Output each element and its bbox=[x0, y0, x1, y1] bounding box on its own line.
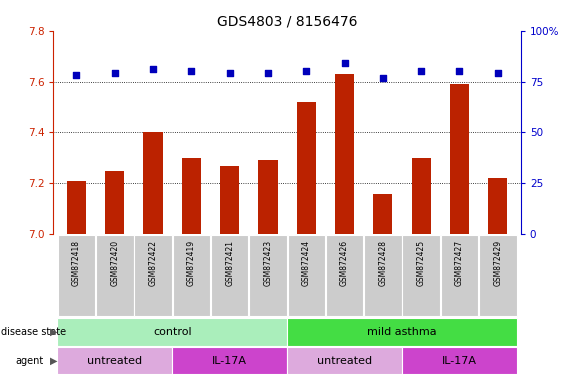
Text: untreated: untreated bbox=[317, 356, 372, 366]
Bar bbox=[450, 84, 469, 234]
Point bbox=[455, 68, 464, 74]
Point bbox=[378, 74, 387, 81]
Bar bbox=[335, 74, 354, 234]
Bar bbox=[173, 235, 210, 316]
Text: control: control bbox=[153, 327, 191, 337]
Bar bbox=[403, 235, 440, 316]
Bar bbox=[287, 347, 402, 374]
Point bbox=[417, 68, 426, 74]
Text: GSM872428: GSM872428 bbox=[378, 240, 387, 286]
Text: GSM872429: GSM872429 bbox=[493, 240, 502, 286]
Bar bbox=[288, 235, 325, 316]
Text: mild asthma: mild asthma bbox=[367, 327, 437, 337]
Text: IL-17A: IL-17A bbox=[442, 356, 477, 366]
Bar bbox=[144, 132, 163, 234]
Point bbox=[340, 60, 349, 66]
Bar bbox=[135, 235, 172, 316]
Bar bbox=[287, 318, 517, 346]
Point bbox=[263, 70, 272, 76]
Text: ▶: ▶ bbox=[50, 327, 57, 337]
Point bbox=[225, 70, 234, 76]
Bar bbox=[364, 235, 401, 316]
Bar bbox=[172, 347, 287, 374]
Text: GSM872424: GSM872424 bbox=[302, 240, 311, 286]
Bar bbox=[182, 158, 201, 234]
Bar bbox=[402, 347, 517, 374]
Bar bbox=[373, 194, 392, 234]
Text: GSM872419: GSM872419 bbox=[187, 240, 196, 286]
Text: GSM872421: GSM872421 bbox=[225, 240, 234, 286]
Text: GSM872423: GSM872423 bbox=[263, 240, 272, 286]
Point bbox=[187, 68, 196, 74]
Text: GSM872422: GSM872422 bbox=[149, 240, 158, 286]
Bar bbox=[412, 158, 431, 234]
Point bbox=[302, 68, 311, 74]
Bar bbox=[249, 235, 287, 316]
Text: IL-17A: IL-17A bbox=[212, 356, 247, 366]
Bar bbox=[57, 318, 287, 346]
Bar bbox=[96, 235, 133, 316]
Text: GSM872418: GSM872418 bbox=[72, 240, 81, 286]
Text: agent: agent bbox=[16, 356, 44, 366]
Bar bbox=[258, 161, 278, 234]
Title: GDS4803 / 8156476: GDS4803 / 8156476 bbox=[217, 14, 358, 28]
Point bbox=[110, 70, 119, 76]
Bar bbox=[479, 235, 517, 316]
Bar bbox=[211, 235, 248, 316]
Text: untreated: untreated bbox=[87, 356, 142, 366]
Point bbox=[493, 70, 502, 76]
Bar bbox=[57, 347, 172, 374]
Point bbox=[149, 66, 158, 73]
Point bbox=[72, 73, 81, 79]
Text: GSM872427: GSM872427 bbox=[455, 240, 464, 286]
Text: disease state: disease state bbox=[1, 327, 66, 337]
Bar bbox=[297, 102, 316, 234]
Bar bbox=[488, 178, 507, 234]
Text: ▶: ▶ bbox=[50, 356, 57, 366]
Bar bbox=[105, 170, 124, 234]
Text: GSM872426: GSM872426 bbox=[340, 240, 349, 286]
Bar bbox=[220, 166, 239, 234]
Text: GSM872420: GSM872420 bbox=[110, 240, 119, 286]
Bar bbox=[57, 235, 95, 316]
Bar bbox=[67, 181, 86, 234]
Text: GSM872425: GSM872425 bbox=[417, 240, 426, 286]
Bar bbox=[326, 235, 363, 316]
Bar bbox=[441, 235, 478, 316]
